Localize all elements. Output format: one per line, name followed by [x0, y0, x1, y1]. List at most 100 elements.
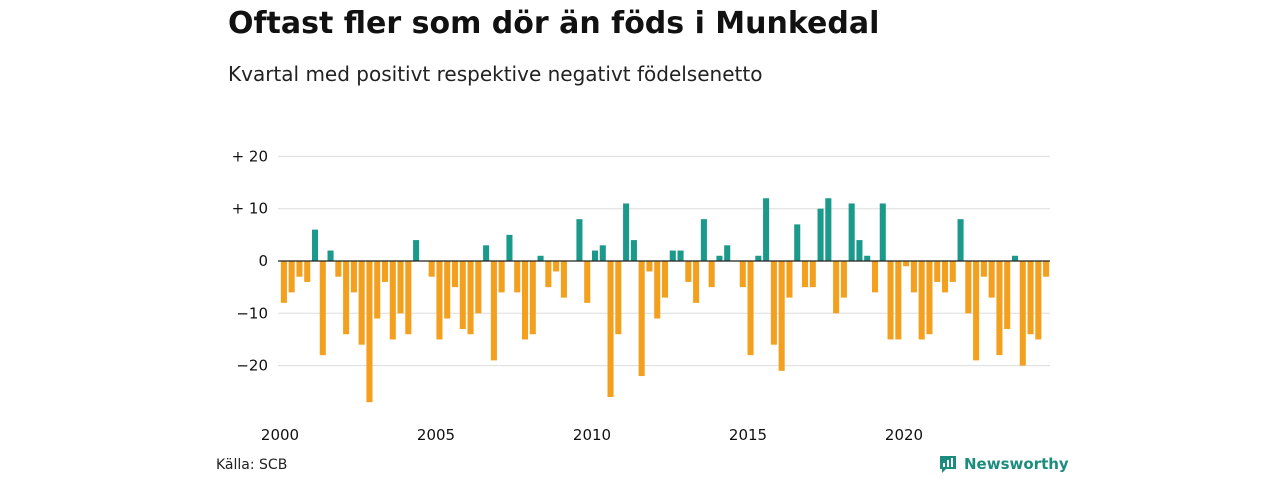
- y-tick-label: −10: [236, 304, 268, 322]
- bar: [1027, 261, 1034, 335]
- bar: [514, 261, 521, 293]
- x-tick-label: 2010: [573, 426, 611, 444]
- bar: [848, 203, 855, 261]
- bar: [926, 261, 933, 335]
- brand[interactable]: Newsworthy: [938, 454, 1069, 474]
- bar: [483, 245, 490, 261]
- bar: [716, 255, 723, 261]
- bar: [903, 261, 910, 267]
- x-tick-label: 2015: [729, 426, 767, 444]
- chart-subtitle: Kvartal med positivt respektive negativt…: [228, 62, 763, 86]
- bar: [553, 261, 560, 272]
- bar: [529, 261, 536, 335]
- bar: [311, 229, 319, 261]
- bar: [833, 261, 840, 314]
- bar: [638, 261, 645, 377]
- bar: [521, 261, 529, 340]
- bar: [739, 261, 746, 288]
- bar: [778, 261, 785, 371]
- x-tick-label: 2005: [417, 426, 455, 444]
- bar: [358, 261, 365, 345]
- bar: [335, 261, 342, 277]
- bar: [630, 240, 637, 261]
- bar: [825, 198, 832, 261]
- bar: [350, 261, 357, 293]
- bar: [584, 261, 591, 303]
- bar: [506, 234, 513, 261]
- bar: [700, 219, 707, 261]
- bar: [459, 261, 466, 329]
- bar: [374, 261, 381, 319]
- bar: [794, 224, 801, 261]
- bar: [685, 261, 692, 282]
- bar: [444, 261, 451, 319]
- brand-label: Newsworthy: [964, 455, 1069, 473]
- bar: [965, 261, 972, 314]
- bar: [693, 261, 700, 303]
- bar: [397, 261, 404, 314]
- bar: [498, 261, 505, 293]
- y-tick-label: 0: [258, 252, 268, 270]
- bar: [436, 261, 443, 340]
- x-tick-label: 2000: [261, 426, 299, 444]
- bar: [708, 261, 715, 288]
- bar: [856, 240, 863, 261]
- y-tick-label: + 20: [232, 147, 268, 165]
- bar: [747, 261, 754, 356]
- bar: [910, 261, 917, 293]
- chart-title: Oftast fler som dör än föds i Munkedal: [228, 6, 880, 41]
- bar: [280, 261, 287, 303]
- bar: [428, 261, 435, 277]
- bar: [809, 261, 816, 288]
- bar: [763, 198, 770, 261]
- bar: [817, 208, 824, 261]
- bar: [949, 261, 956, 282]
- y-axis: + 20 + 10 0 −10 −20: [232, 147, 268, 374]
- bar: [467, 261, 474, 335]
- y-tick-label: −20: [236, 357, 268, 375]
- bar: [1004, 261, 1011, 329]
- y-tick-label: + 10: [232, 200, 268, 218]
- bar: [389, 261, 396, 340]
- bar: [864, 255, 871, 261]
- bar: [887, 261, 894, 340]
- bar: [770, 261, 777, 345]
- bar: [576, 219, 583, 261]
- bar: [615, 261, 622, 335]
- bar: [490, 261, 497, 361]
- bar: [934, 261, 941, 282]
- bar: [545, 261, 552, 288]
- bar: [677, 250, 684, 261]
- bar: [646, 261, 653, 272]
- bar: [957, 219, 964, 261]
- bar: [451, 261, 459, 288]
- bar: [941, 261, 949, 293]
- bar: [304, 261, 311, 282]
- bar: [288, 261, 295, 293]
- bar: [871, 261, 879, 293]
- bar: [591, 250, 599, 261]
- bar: [413, 240, 420, 261]
- bar: [980, 261, 987, 277]
- bar: [1043, 261, 1050, 277]
- bar: [895, 261, 902, 340]
- bar: [599, 245, 606, 261]
- x-tick-label: 2020: [885, 426, 923, 444]
- bar: [475, 261, 482, 314]
- x-axis: 2000 2005 2010 2015 2020: [261, 426, 923, 444]
- bars: [280, 198, 1050, 403]
- bar: [724, 245, 731, 261]
- bar: [879, 203, 886, 261]
- bar: [366, 261, 373, 403]
- bar: [918, 261, 925, 340]
- bar: [755, 255, 762, 261]
- bar: [1011, 255, 1019, 261]
- bar: [327, 250, 334, 261]
- bar: [560, 261, 567, 298]
- bar: [1019, 261, 1026, 366]
- bar: [296, 261, 303, 277]
- bar: [405, 261, 412, 335]
- bar: [319, 261, 326, 356]
- bar: [654, 261, 661, 319]
- bar: [669, 250, 676, 261]
